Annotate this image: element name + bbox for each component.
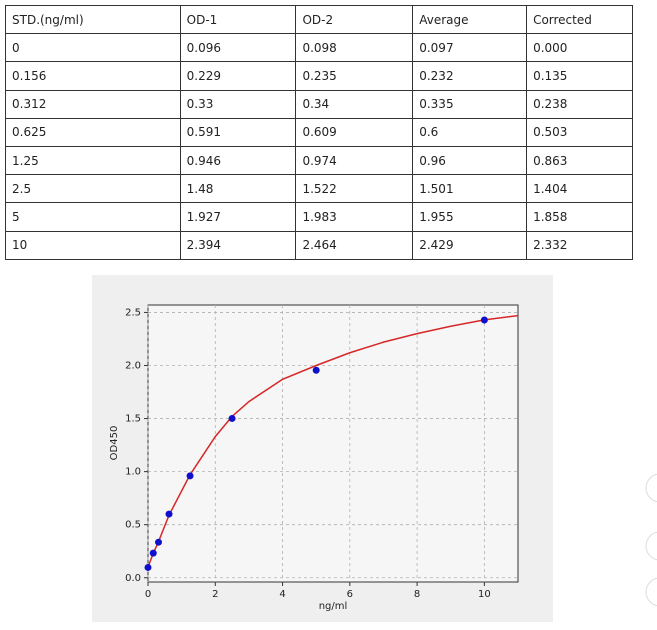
x-tick-label: 4 [279,589,285,600]
data-point [228,414,236,422]
table-cell: 1.404 [526,174,633,204]
table-cell: 0.235 [295,61,414,91]
table-row: 5 1.927 1.983 1.955 1.858 [5,202,633,232]
y-axis-label: OD450 [109,426,120,461]
table-cell: 0.591 [179,117,297,147]
zoom-button[interactable] [645,473,657,503]
zoom-button[interactable] [645,531,657,561]
table-cell: 0.863 [526,145,633,176]
table-cell: 10 [5,230,181,260]
data-point [144,563,152,571]
table-cell: Corrected [526,4,633,35]
data-point [154,538,162,546]
table-cell: 2.332 [526,230,633,260]
data-point [312,366,320,374]
header-row: STD.(ng/ml) OD-1 OD-2 Average Corrected [5,4,633,35]
table-cell: 0.33 [179,89,297,119]
table-row: 10 2.394 2.464 2.429 2.332 [5,230,633,260]
table-cell: 0.098 [295,33,414,63]
y-tick-label: 1.0 [125,467,141,478]
table-cell: 0.6 [412,117,528,147]
table-cell: 0.232 [412,61,528,91]
x-tick-label: 10 [478,589,491,600]
x-axis-label: ng/ml [319,601,348,612]
table-cell: OD-1 [179,4,297,35]
table-cell: 2.464 [295,230,414,260]
data-point [186,472,194,480]
table-cell: Average [412,4,528,35]
table-cell: 1.983 [295,202,414,232]
table-cell: 0.312 [5,89,181,119]
table-cell: 0.229 [179,61,297,91]
data-point [165,510,173,518]
table-cell: 0.238 [526,89,633,119]
x-tick-label: 6 [347,589,353,600]
table-cell: 1.858 [526,202,633,232]
data-point [480,316,488,324]
table-row: 0.156 0.229 0.235 0.232 0.135 [5,61,633,91]
table-cell: 0.135 [526,61,633,91]
table-cell: 2.429 [412,230,528,260]
table-cell: 0.34 [295,89,414,119]
table-cell: 0.946 [179,145,297,176]
table-row: 0.312 0.33 0.34 0.335 0.238 [5,89,633,119]
table-row: 0 0.096 0.098 0.097 0.000 [5,33,633,63]
table-cell: STD.(ng/ml) [5,4,181,35]
y-tick-label: 1.5 [125,414,141,425]
table-cell: 0.156 [5,61,181,91]
y-tick-label: 2.0 [125,360,141,371]
y-tick-label: 2.5 [125,307,141,318]
fit-curve [147,314,519,568]
x-tick-label: 8 [414,589,420,600]
data-point [149,549,157,557]
table-cell: 2.394 [179,230,297,260]
zoom-button[interactable] [645,577,657,607]
table-cell: 2.5 [5,174,181,204]
x-tick-label: 0 [145,589,151,600]
standard-table: STD.(ng/ml) OD-1 OD-2 Average Corrected 0 0.09… [5,4,633,260]
y-tick-label: 0.0 [125,573,141,584]
plot-area [147,304,519,583]
table-cell: 0.96 [412,145,528,176]
x-tick-label: 2 [212,589,218,600]
y-tick-label: 0.5 [125,520,141,531]
table-cell: 0.335 [412,89,528,119]
table-cell: 0.096 [179,33,297,63]
